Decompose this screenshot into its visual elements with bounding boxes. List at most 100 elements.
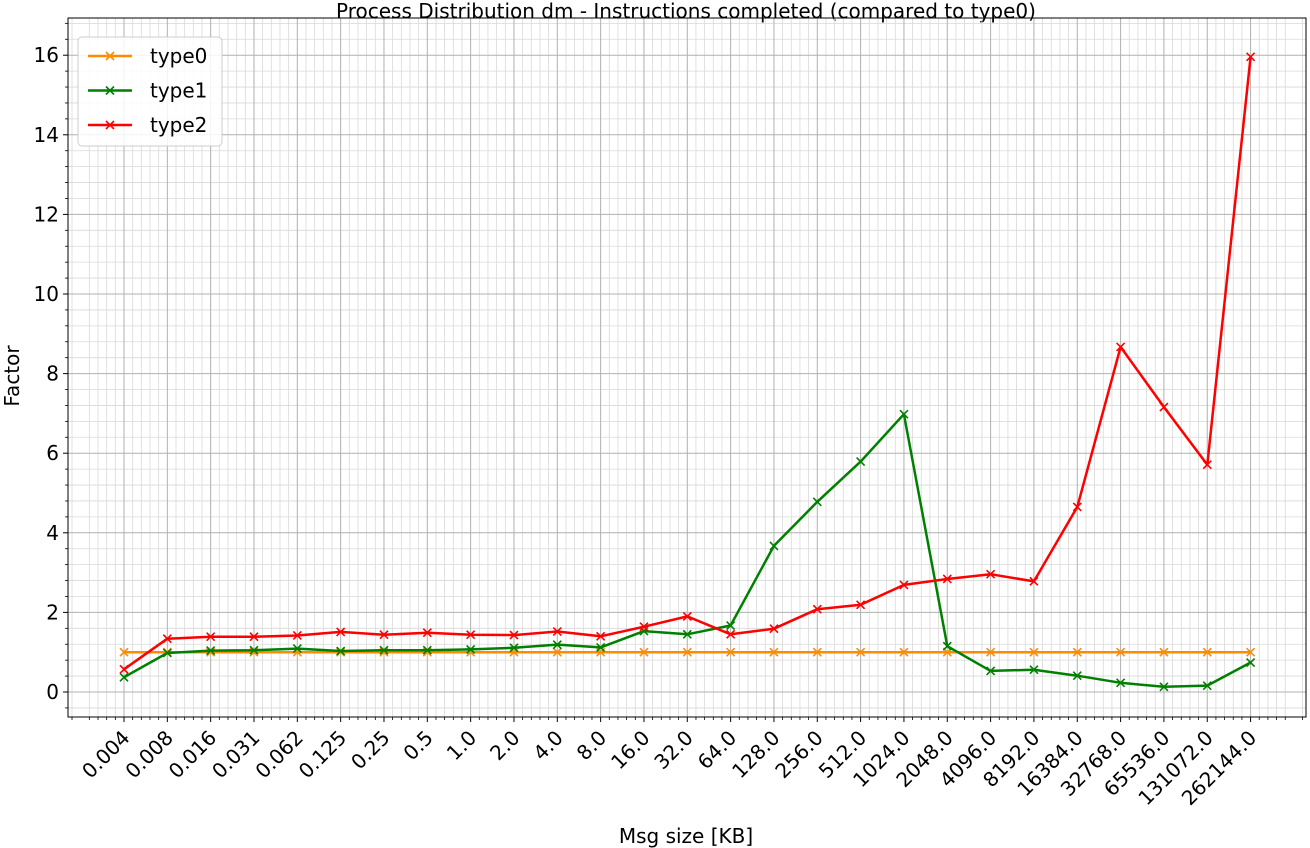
data-point-type2 bbox=[336, 627, 346, 637]
x-tick-label: 32.0 bbox=[649, 726, 697, 774]
x-tick-label: 2.0 bbox=[485, 726, 524, 765]
data-point-type1 bbox=[552, 640, 562, 650]
data-point-type0 bbox=[682, 647, 692, 657]
data-point-type2 bbox=[249, 632, 259, 642]
x-tick-label: 0.5 bbox=[398, 726, 437, 765]
y-tick-label: 12 bbox=[34, 202, 59, 226]
data-point-type1 bbox=[812, 497, 822, 507]
data-point-type1 bbox=[292, 644, 302, 654]
data-point-type0 bbox=[812, 647, 822, 657]
data-point-type2 bbox=[1029, 576, 1039, 586]
data-point-type1 bbox=[1072, 671, 1082, 681]
data-point-type2 bbox=[986, 569, 996, 579]
x-tick-label: 0.031 bbox=[207, 726, 264, 783]
data-point-type2 bbox=[162, 634, 172, 644]
data-point-type2 bbox=[509, 630, 519, 640]
y-tick-label: 8 bbox=[46, 362, 59, 386]
data-point-type2 bbox=[1246, 52, 1256, 62]
data-point-type0 bbox=[1072, 647, 1082, 657]
y-tick-label: 4 bbox=[46, 521, 59, 545]
y-tick-label: 0 bbox=[46, 680, 59, 704]
x-tick-label: 16.0 bbox=[606, 726, 654, 774]
data-point-type1 bbox=[249, 645, 259, 655]
data-point-type0 bbox=[1246, 647, 1256, 657]
data-point-type2 bbox=[422, 628, 432, 638]
data-point-type1 bbox=[1202, 681, 1212, 691]
data-point-type1 bbox=[206, 646, 216, 656]
data-point-type0 bbox=[726, 647, 736, 657]
data-point-type0 bbox=[1029, 647, 1039, 657]
data-point-type1 bbox=[899, 409, 909, 419]
data-point-type1 bbox=[1116, 678, 1126, 688]
data-point-type0 bbox=[552, 647, 562, 657]
data-point-type2 bbox=[639, 622, 649, 632]
major-gridlines bbox=[68, 18, 1306, 717]
data-point-type1 bbox=[1246, 657, 1256, 668]
data-point-type0 bbox=[1202, 647, 1212, 657]
data-point-type2 bbox=[682, 611, 692, 621]
data-point-type1 bbox=[986, 666, 996, 676]
data-point-type1 bbox=[422, 645, 432, 655]
series-layer bbox=[119, 52, 1256, 692]
x-tick-label: 0.004 bbox=[77, 726, 134, 783]
chart-title: Process Distribution dm - Instructions c… bbox=[336, 0, 1036, 23]
data-point-type2 bbox=[379, 630, 389, 640]
data-point-type2 bbox=[596, 631, 606, 641]
data-point-type2 bbox=[769, 624, 779, 634]
data-point-type1 bbox=[769, 541, 779, 551]
data-point-type0 bbox=[1116, 647, 1126, 657]
y-axis-label: Factor bbox=[0, 345, 24, 407]
x-tick-label: 8.0 bbox=[572, 726, 611, 765]
data-point-type1 bbox=[1029, 665, 1039, 675]
data-point-type2 bbox=[466, 630, 476, 640]
data-point-type2 bbox=[899, 580, 909, 590]
x-tick-label: 128.0 bbox=[727, 726, 784, 783]
data-point-type0 bbox=[119, 647, 129, 657]
legend-marker bbox=[105, 85, 115, 96]
data-point-type2 bbox=[206, 632, 216, 642]
legend-marker bbox=[105, 120, 115, 130]
data-point-type1 bbox=[682, 629, 692, 639]
data-point-type2 bbox=[1072, 502, 1082, 512]
data-point-type0 bbox=[856, 647, 866, 657]
data-point-type2 bbox=[1159, 402, 1169, 412]
x-tick-label: 0.016 bbox=[164, 726, 221, 783]
data-point-type2 bbox=[812, 604, 822, 614]
y-tick-label: 14 bbox=[34, 123, 59, 147]
data-point-type0 bbox=[899, 647, 909, 657]
x-tick-label: 0.062 bbox=[250, 726, 307, 783]
data-point-type1 bbox=[596, 642, 606, 652]
data-point-type2 bbox=[119, 664, 129, 674]
data-point-type2 bbox=[1202, 460, 1212, 470]
data-point-type0 bbox=[639, 647, 649, 657]
legend: type0 type1 type2 bbox=[77, 36, 223, 147]
legend-label: type0 bbox=[150, 44, 207, 68]
data-point-type0 bbox=[769, 647, 779, 657]
x-tick-label: 0.125 bbox=[294, 726, 351, 783]
data-point-type1 bbox=[379, 645, 389, 655]
x-axis-label: Msg size [KB] bbox=[619, 824, 753, 848]
data-point-type1 bbox=[119, 672, 129, 682]
data-point-type1 bbox=[336, 646, 346, 656]
data-point-type1 bbox=[466, 644, 476, 654]
x-tick-label: 0.25 bbox=[346, 726, 394, 774]
x-tick-label: 256.0 bbox=[770, 726, 827, 783]
data-point-type1 bbox=[856, 456, 866, 467]
data-point-type0 bbox=[1159, 647, 1169, 657]
data-point-type0 bbox=[986, 647, 996, 657]
data-point-type1 bbox=[726, 620, 736, 631]
data-point-type2 bbox=[856, 600, 866, 610]
legend-marker bbox=[105, 51, 115, 61]
legend-box bbox=[77, 36, 223, 147]
data-point-type2 bbox=[552, 626, 562, 637]
x-tick-label: 4.0 bbox=[528, 726, 567, 765]
data-point-type2 bbox=[1116, 342, 1126, 352]
y-tick-label: 6 bbox=[46, 441, 59, 465]
data-point-type2 bbox=[292, 630, 302, 641]
x-tick-label: 1.0 bbox=[442, 726, 481, 765]
data-point-type1 bbox=[1159, 682, 1169, 692]
x-tick-label: 0.008 bbox=[120, 726, 177, 783]
data-point-type1 bbox=[509, 643, 519, 653]
y-tick-label: 2 bbox=[46, 600, 59, 624]
